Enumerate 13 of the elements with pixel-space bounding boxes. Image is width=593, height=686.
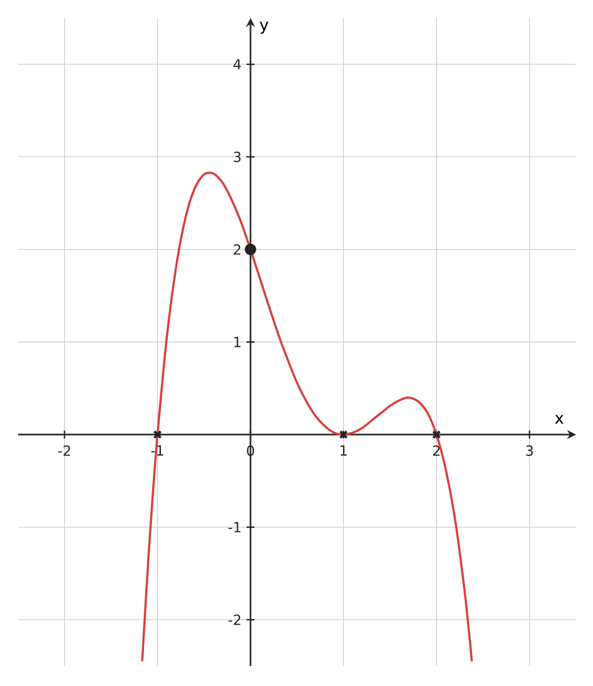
x-tick-label: 2 <box>433 445 440 456</box>
x-tick-label: -2 <box>58 445 70 456</box>
line-series <box>141 172 473 662</box>
x-tick-label: 3 <box>526 445 533 456</box>
x-axis-title: x <box>555 415 564 424</box>
y-tick-label: 4 <box>233 59 241 70</box>
y-axis-title: y <box>260 22 268 34</box>
x-tick-label: 1 <box>340 445 347 456</box>
y-tick-label: -1 <box>228 522 240 532</box>
y-tick-label: -2 <box>228 614 240 625</box>
y-tick-label: 2 <box>234 244 240 255</box>
y-tick-label: 1 <box>234 336 240 348</box>
y-tick-label: 3 <box>234 152 241 162</box>
